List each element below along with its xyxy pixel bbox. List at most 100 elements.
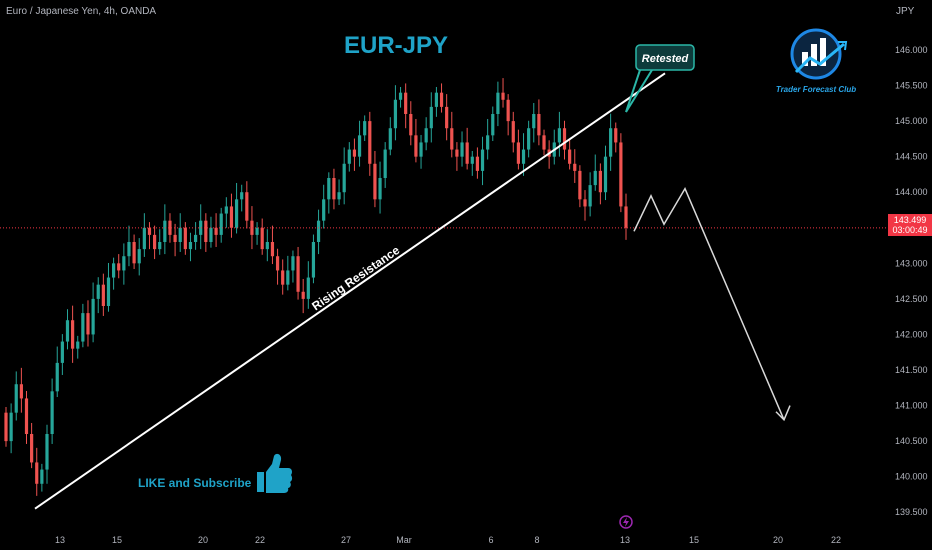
candle-body (112, 263, 116, 278)
candle-body (398, 92, 403, 100)
candle-body (414, 135, 418, 157)
candle-body (4, 412, 8, 442)
candle-body (573, 163, 577, 171)
candle-body (255, 227, 259, 235)
candle-body (434, 92, 439, 107)
y-tick-label: 146.000 (895, 45, 928, 55)
candle-body (281, 270, 285, 285)
candle-body (158, 242, 162, 250)
candle-body (60, 341, 64, 363)
candle-body (270, 242, 275, 257)
candle-body (163, 220, 167, 242)
candle-body (619, 142, 623, 207)
candle-body (496, 92, 500, 114)
candle-body (19, 384, 23, 399)
candle-body (229, 206, 234, 228)
x-tick-label: 20 (198, 535, 208, 545)
candle-body (204, 220, 208, 242)
candle-body (214, 227, 218, 235)
retested-callout[interactable]: Retested (625, 44, 695, 113)
candle-body (224, 206, 228, 214)
candle-body (301, 291, 305, 299)
thumbs-up-icon[interactable] (257, 453, 293, 493)
candle-body (71, 320, 75, 349)
x-tick-label: 13 (55, 535, 65, 545)
currency-label: JPY (896, 6, 915, 17)
candle-body (234, 199, 239, 228)
candle-body (527, 128, 531, 150)
time-axis[interactable]: 13 15 20 22 27 Mar 6 8 13 15 20 22 (55, 535, 841, 545)
y-tick-label: 145.000 (895, 116, 928, 126)
candle-body (511, 121, 515, 143)
candle-body (383, 149, 387, 178)
candle-body (24, 398, 29, 434)
candle-body (106, 277, 111, 306)
candle-body (117, 263, 121, 271)
candle-body (250, 220, 254, 235)
candle-body (219, 213, 223, 235)
candle-body (562, 128, 567, 150)
candle-body (568, 149, 572, 164)
y-tick-label: 144.000 (895, 187, 928, 197)
lightning-event-icon[interactable] (619, 515, 633, 529)
candle-body (101, 284, 105, 306)
candle-body (183, 227, 187, 250)
candle-body (291, 256, 295, 271)
candle-body (209, 227, 213, 242)
candle-body (388, 128, 392, 150)
candle-body (275, 256, 280, 271)
candle-body (450, 128, 454, 150)
candle-body (50, 391, 54, 434)
callout-pointer-2 (625, 69, 653, 113)
x-tick-label: 27 (341, 535, 351, 545)
candle-body (486, 135, 490, 150)
candle-body (152, 234, 157, 250)
candle-body (578, 170, 582, 200)
last-price-tag: 143.499 03:00:49 (888, 214, 932, 236)
price-axis[interactable]: 146.000145.500145.000144.500144.000143.5… (895, 45, 928, 517)
candle-body (45, 434, 49, 470)
candle-body (245, 192, 249, 221)
x-tick-label: 22 (255, 535, 265, 545)
candle-body (378, 178, 382, 200)
trendline-layer (34, 72, 666, 510)
candle-body (81, 313, 85, 342)
candle-body (583, 199, 587, 207)
candle-body (588, 185, 592, 207)
trendline-label: Rising Resistance (309, 243, 402, 313)
candle-body (409, 114, 413, 136)
candle-body (240, 192, 244, 200)
x-tick-label: 20 (773, 535, 783, 545)
candle-body (30, 434, 34, 463)
last-price-value: 143.499 (894, 215, 927, 225)
candle-body (419, 142, 423, 157)
candle-body (55, 362, 59, 392)
symbol-info: Euro / Japanese Yen, 4h, OANDA (6, 6, 156, 17)
candle-body (40, 469, 44, 484)
candle-body (316, 220, 321, 242)
x-tick-label: 6 (488, 535, 493, 545)
x-tick-label: 15 (112, 535, 122, 545)
candle-body (532, 114, 536, 129)
candle-body (455, 149, 459, 157)
candle-body (337, 192, 341, 200)
trader-forecast-club-logo: Trader Forecast Club (776, 28, 856, 94)
candle-body (357, 135, 362, 157)
candle-body (9, 412, 13, 442)
like-subscribe-text: LIKE and Subscribe (138, 476, 252, 490)
candle-body (142, 227, 146, 250)
candle-body (445, 106, 449, 129)
candle-body (516, 142, 520, 164)
candle-body (506, 99, 510, 122)
candle-body (132, 242, 136, 264)
candle-body (460, 142, 464, 157)
candle-body (593, 170, 597, 186)
x-tick-label: 15 (689, 535, 699, 545)
candle-body (306, 277, 310, 299)
candle-body (35, 462, 39, 484)
y-tick-label: 142.500 (895, 294, 928, 304)
candle-body (188, 242, 193, 250)
x-tick-label: 8 (534, 535, 539, 545)
rising-resistance-line (34, 72, 666, 510)
